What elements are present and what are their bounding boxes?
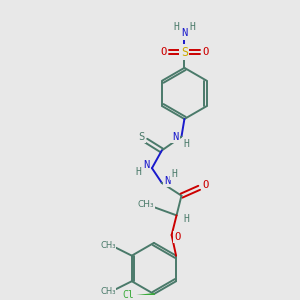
Text: N: N — [181, 28, 188, 38]
Text: O: O — [160, 47, 167, 57]
Text: N: N — [165, 176, 171, 186]
Text: O: O — [202, 180, 208, 190]
Text: O: O — [174, 232, 181, 242]
Text: O: O — [202, 47, 208, 57]
Text: CH₃: CH₃ — [138, 200, 154, 209]
Text: S: S — [138, 132, 144, 142]
Text: CH₃: CH₃ — [100, 241, 116, 250]
Text: H: H — [172, 169, 178, 179]
Text: N: N — [143, 160, 149, 170]
Text: N: N — [172, 132, 179, 142]
Text: H: H — [183, 214, 189, 224]
Text: Cl: Cl — [122, 290, 134, 300]
Text: H: H — [189, 22, 195, 32]
Text: H: H — [135, 167, 141, 177]
Text: S: S — [181, 46, 188, 59]
Text: H: H — [174, 22, 179, 32]
Text: H: H — [183, 139, 189, 148]
Text: CH₃: CH₃ — [100, 286, 116, 296]
